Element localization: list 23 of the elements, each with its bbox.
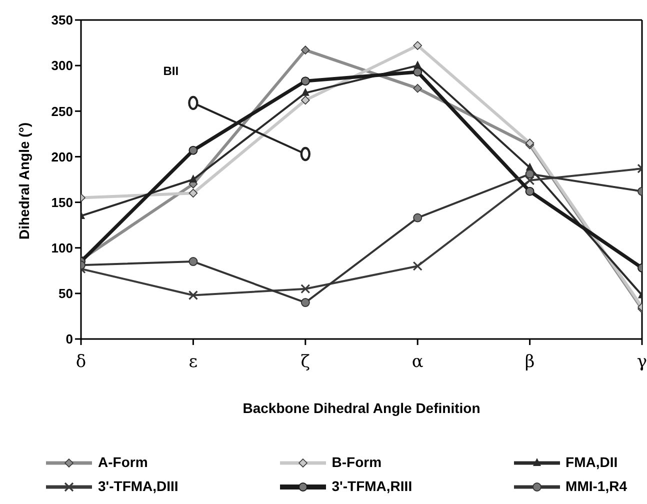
legend-label: 3'-TFMA,DIII (98, 478, 178, 494)
y-tick-label: 100 (51, 240, 73, 256)
y-tick-label: 300 (51, 58, 73, 74)
y-tick-label: 200 (51, 149, 73, 164)
x-tick-label: γ (636, 352, 647, 372)
y-tick-label: 150 (51, 194, 73, 210)
y-axis-title: Dihedral Angle (°) (16, 122, 32, 240)
legend-label: B-Form (332, 454, 382, 470)
legend-label: FMA,DII (566, 454, 618, 470)
legend-label: A-Form (98, 454, 148, 470)
y-tick-label: 250 (51, 104, 73, 119)
x-tick-label: ζ (300, 352, 310, 372)
y-tick-label: 0 (66, 332, 73, 347)
y-tick-label: 50 (58, 286, 73, 302)
x-tick-label: β (524, 352, 535, 372)
x-axis-title: Backbone Dihedral Angle Definition (242, 400, 480, 416)
series-label: BII (163, 64, 179, 78)
legend-label: MMI-1,R4 (566, 478, 627, 494)
y-tick-label: 350 (51, 12, 73, 28)
legend-label: 3'-TFMA,RIII (332, 478, 412, 494)
x-tick-label: α (412, 352, 424, 372)
x-tick-label: ε (188, 352, 198, 372)
x-tick-label: δ (76, 352, 86, 372)
